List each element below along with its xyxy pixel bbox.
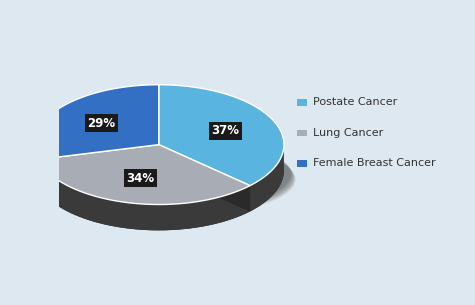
Ellipse shape <box>33 142 295 217</box>
Text: 29%: 29% <box>87 117 115 130</box>
Polygon shape <box>159 145 250 211</box>
Ellipse shape <box>28 136 291 212</box>
Polygon shape <box>159 85 284 186</box>
Ellipse shape <box>32 141 295 217</box>
Polygon shape <box>250 144 284 211</box>
Text: 37%: 37% <box>211 124 239 137</box>
Text: Lung Cancer: Lung Cancer <box>313 127 383 138</box>
Ellipse shape <box>28 137 292 212</box>
Ellipse shape <box>34 111 284 230</box>
Polygon shape <box>38 160 250 230</box>
Polygon shape <box>34 85 159 160</box>
FancyBboxPatch shape <box>297 130 307 136</box>
Ellipse shape <box>32 141 294 216</box>
Ellipse shape <box>29 138 293 214</box>
Ellipse shape <box>31 140 294 215</box>
Text: Postate Cancer: Postate Cancer <box>313 97 397 107</box>
Ellipse shape <box>30 138 293 214</box>
Ellipse shape <box>34 85 284 205</box>
FancyBboxPatch shape <box>297 99 307 106</box>
Ellipse shape <box>28 136 291 211</box>
Text: 34%: 34% <box>127 172 155 185</box>
Polygon shape <box>38 145 159 185</box>
Ellipse shape <box>31 140 294 215</box>
Ellipse shape <box>29 137 292 213</box>
Ellipse shape <box>30 138 293 214</box>
FancyBboxPatch shape <box>297 160 307 167</box>
Polygon shape <box>34 144 38 185</box>
Ellipse shape <box>30 139 293 214</box>
Ellipse shape <box>31 140 295 216</box>
Ellipse shape <box>28 137 291 212</box>
Ellipse shape <box>28 135 291 211</box>
Text: Female Breast Cancer: Female Breast Cancer <box>313 158 435 168</box>
Polygon shape <box>38 145 159 185</box>
Ellipse shape <box>32 142 295 217</box>
Ellipse shape <box>33 142 296 217</box>
Polygon shape <box>159 145 250 211</box>
Polygon shape <box>38 145 250 205</box>
Ellipse shape <box>29 138 292 213</box>
Ellipse shape <box>31 139 294 215</box>
